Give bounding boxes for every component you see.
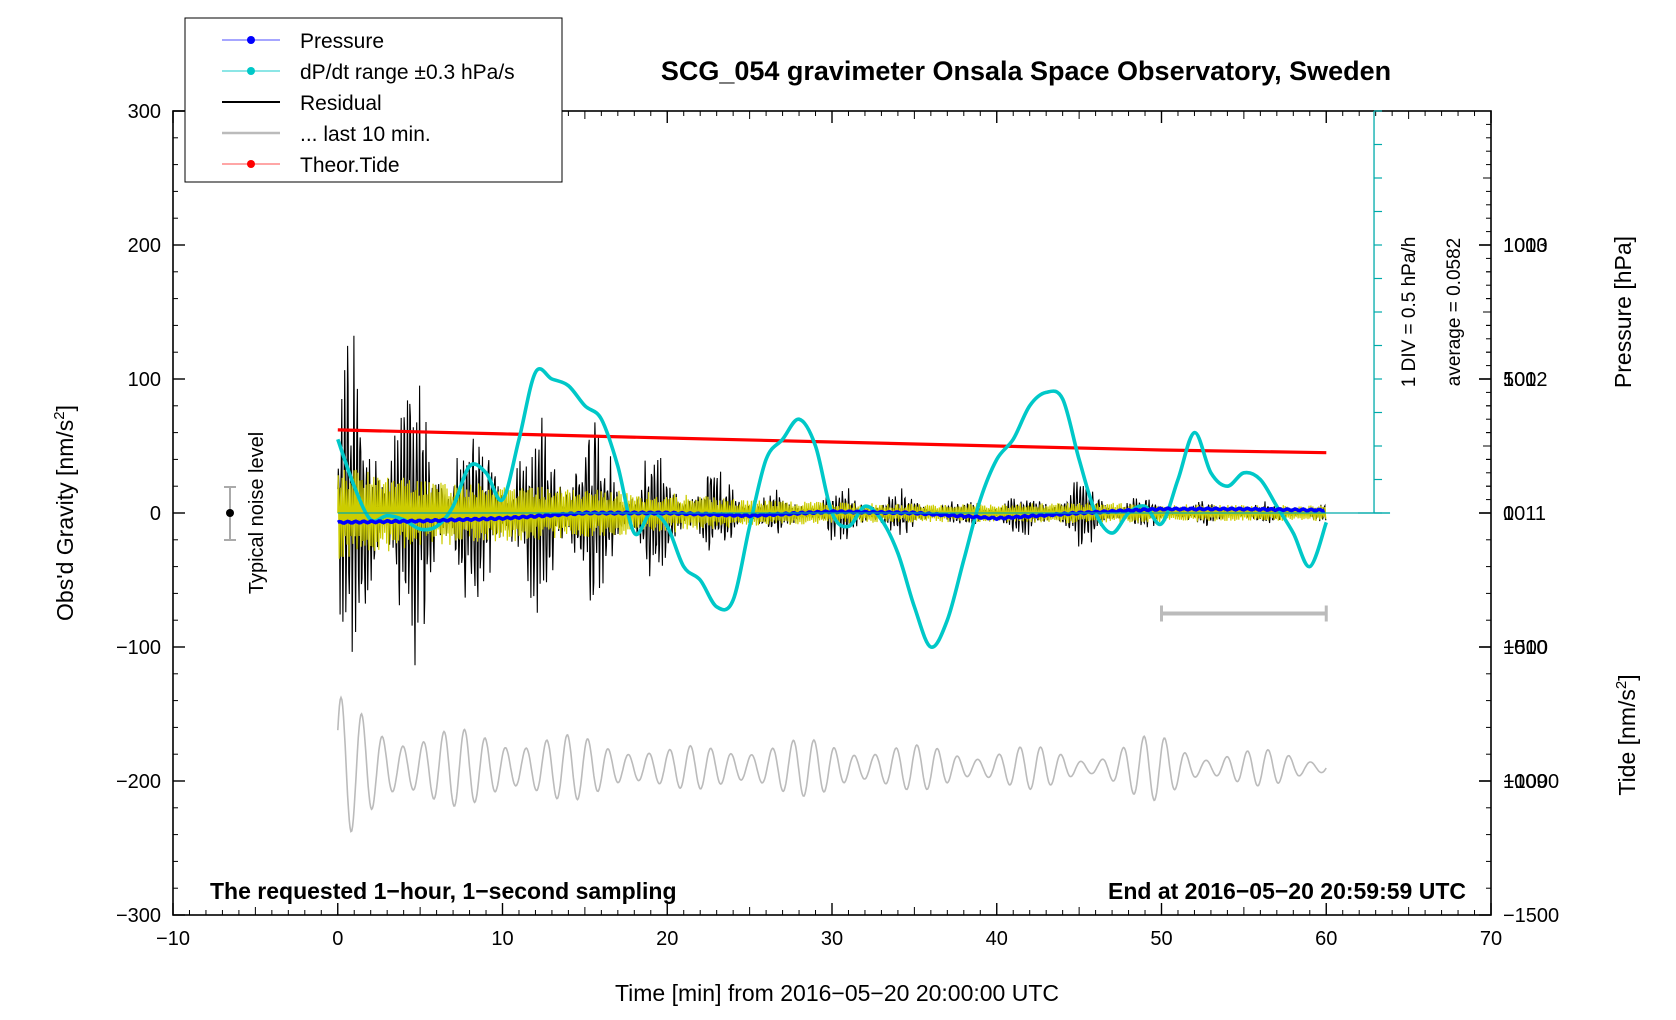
y-axis-label-left-sup: 2 [51,411,68,419]
tide-tick-label-2: 0 [1503,503,1514,525]
y-axis-label-tide: Tide [nm/s2] [1613,674,1640,795]
y-axis-label-tide-main: Tide [nm/s [1614,689,1640,796]
legend-label-last10: ... last 10 min. [300,123,431,146]
x-tick-label-5: 40 [986,928,1008,950]
y-axis-label-pressure: Pressure [hPa] [1610,236,1636,388]
y-tick-label-4: −100 [116,637,161,659]
pressure-tick-label-0: 1009 [1503,771,1548,793]
series-dpdt [336,367,1329,649]
tide-tick-label-5: −1500 [1503,905,1559,927]
x-tick-label-6: 50 [1150,928,1172,950]
y-axis-label-left: Obs'd Gravity [nm/s2] [51,405,78,621]
legend-label-pressure: Pressure [300,30,384,53]
legend-label-dpdt: dP/dt range ±0.3 hPa/s [300,61,515,84]
y-tick-label-6: −300 [116,905,161,927]
y-axis-label-left-close: ] [52,405,78,411]
dpdt-scale-bar [337,110,1391,514]
tide-axis-ticks: 1000 500 0 −500 −1000 −1500 [1479,235,1559,927]
noise-dot [226,509,234,517]
dpdt-average-label: average = 0.0582 [1444,238,1465,386]
legend-label-tide: Theor.Tide [300,154,400,177]
dpdt-scale-label: 1 DIV = 0.5 hPa/h [1399,237,1420,388]
x-tick-label-1: 0 [332,928,343,950]
tide-tick-label-4: −1000 [1503,771,1559,793]
y-tick-label-5: −200 [116,771,161,793]
legend-item-pressure: Pressure [222,30,384,53]
legend-item-residual: Residual [222,92,382,115]
legend: Pressure dP/dt range ±0.3 hPa/s Residual… [184,17,563,183]
x-tick-label-0: −10 [156,928,190,950]
legend-item-dpdt: dP/dt range ±0.3 hPa/s [222,61,515,84]
legend-marker-dpdt [247,67,255,75]
y-tick-label-3: 0 [150,503,161,525]
y-axis-ticks: 300 200 100 0 −100 −200 −300 [116,101,185,927]
series-long-period-trace [337,695,1327,833]
chart-title: SCG_054 gravimeter Onsala Space Observat… [661,56,1391,86]
pressure-axis-ticks: 1009 1010 1011 1012 1013 [1479,123,1548,793]
pressure-tick-label-3: 1012 [1503,369,1548,391]
x-tick-label-7: 60 [1315,928,1337,950]
legend-item-tide: Theor.Tide [222,154,400,177]
legend-item-last10: ... last 10 min. [222,123,431,146]
y-tick-label-2: 100 [128,369,161,391]
bottom-right-note: End at 2016−05−20 20:59:59 UTC [1108,878,1466,904]
legend-marker-tide [247,160,255,168]
y-tick-label-0: 300 [128,101,161,123]
x-axis-label: Time [min] from 2016−05−20 20:00:00 UTC [615,980,1059,1006]
y-axis-label-tide-close: ] [1614,674,1640,680]
tide-tick-label-1: 500 [1503,369,1536,391]
tide-tick-label-0: 1000 [1503,235,1548,257]
x-tick-label-3: 20 [656,928,678,950]
series-pressure [336,506,1326,525]
series-theor-tide [337,428,1327,455]
pressure-tick-label-2: 1011 [1503,503,1546,525]
legend-label-residual: Residual [300,92,382,115]
pressure-tick-label-4: 1013 [1503,235,1548,257]
x-tick-label-8: 70 [1480,928,1502,950]
x-axis-ticks: −10 0 10 20 30 40 50 60 70 [156,111,1502,950]
noise-level-indicator [224,486,236,541]
y-tick-label-1: 200 [128,235,161,257]
legend-box [184,17,563,183]
x-tick-label-4: 30 [821,928,843,950]
bottom-left-note: The requested 1−hour, 1−second sampling [210,878,677,904]
x-tick-label-2: 10 [491,928,513,950]
tide-tick-label-3: −500 [1503,637,1548,659]
legend-marker-pressure [247,36,255,44]
series-microseism [337,469,1327,559]
pressure-tick-label-1: 1010 [1503,637,1548,659]
series-layer [336,335,1329,833]
y-axis-label-left-main: Obs'd Gravity [nm/s [52,420,78,621]
noise-level-label: Typical noise level [246,432,268,594]
y-axis-label-tide-sup: 2 [1613,681,1630,689]
